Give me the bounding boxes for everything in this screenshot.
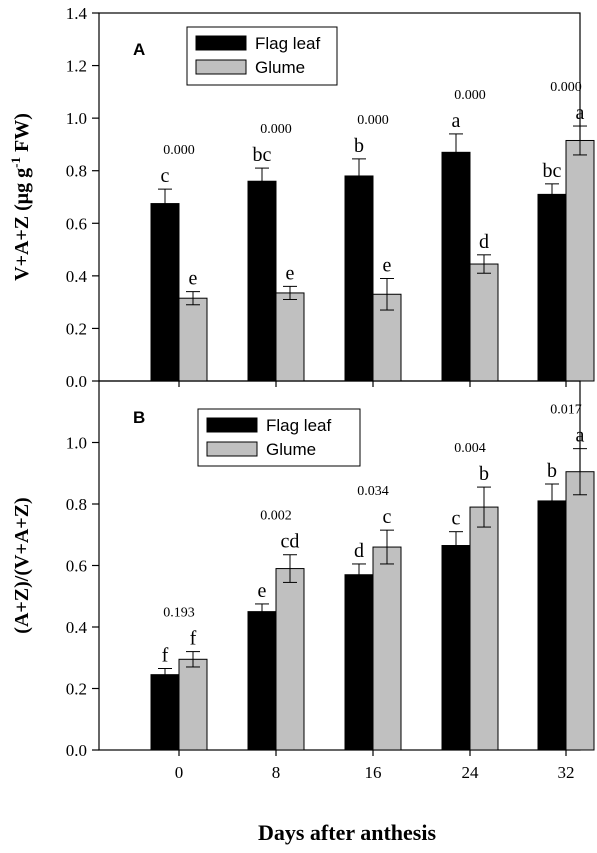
- panel-b: 0.0 0.2 0.4 0.6 0.8 1.0 0 8 16 24 32 B (A+Z)/(V+A+Z)…: [11, 380, 595, 782]
- significance-letter: bc: [253, 144, 272, 166]
- y-tick-label: 1.0: [66, 434, 87, 453]
- p-value-label: 0.034: [357, 484, 389, 499]
- significance-letter: d: [479, 231, 489, 253]
- significance-letter: b: [479, 463, 489, 485]
- y-tick-label: 0.8: [66, 162, 87, 181]
- y-tick-label: 0.4: [66, 267, 88, 286]
- y-tick-label: 1.4: [66, 4, 88, 23]
- legend-swatch: [195, 59, 247, 75]
- significance-letter: a: [576, 425, 585, 447]
- x-tick-label: 32: [558, 763, 575, 782]
- significance-letter: a: [576, 102, 585, 124]
- y-axis-title-tail: FW): [11, 113, 33, 157]
- bar-flag-leaf: [344, 574, 374, 751]
- bar-flag-leaf: [537, 500, 567, 751]
- y-axis-title-main: V+A+Z (μg g: [11, 168, 33, 281]
- y-tick-label: 1.0: [66, 109, 87, 128]
- y-tick-label: 0.6: [66, 214, 87, 233]
- legend-label: Glume: [266, 440, 316, 459]
- bar-flag-leaf: [247, 611, 277, 751]
- significance-letter: e: [258, 580, 267, 602]
- p-value-label: 0.017: [550, 403, 582, 418]
- y-tick-label: 0.2: [66, 680, 87, 699]
- y-tick-label: 0.0: [66, 741, 87, 760]
- x-tick-label: 0: [175, 763, 184, 782]
- bar-glume: [178, 658, 208, 751]
- y-tick-label: 0.6: [66, 557, 87, 576]
- p-value-label: 0.000: [260, 122, 292, 137]
- significance-letter: bc: [543, 160, 562, 182]
- bar-glume: [469, 263, 499, 382]
- x-axis-title: Days after anthesis: [258, 820, 436, 845]
- x-tick-label: 16: [365, 763, 382, 782]
- p-value-label: 0.000: [550, 80, 582, 95]
- p-value-label: 0.000: [163, 143, 195, 158]
- p-value-label: 0.193: [163, 606, 195, 621]
- p-value-label: 0.000: [357, 113, 389, 128]
- panel-label: B: [133, 408, 145, 427]
- y-axis-title-superscript: -1: [8, 157, 23, 168]
- legend-label: Glume: [255, 58, 305, 77]
- bar-glume: [565, 139, 595, 382]
- x-tick-label: 8: [272, 763, 281, 782]
- bar-glume: [275, 568, 305, 751]
- significance-letter: b: [547, 460, 557, 482]
- p-value-label: 0.004: [454, 441, 486, 456]
- bar-flag-leaf: [537, 193, 567, 382]
- bar-glume: [565, 471, 595, 751]
- y-tick-label: 1.2: [66, 57, 87, 76]
- bar-glume: [275, 292, 305, 382]
- significance-letter: e: [286, 262, 295, 284]
- bar-glume: [372, 546, 402, 751]
- y-tick-label: 0.0: [66, 372, 87, 391]
- bar-glume: [469, 506, 499, 751]
- legend-swatch: [195, 35, 247, 51]
- legend-label: Flag leaf: [266, 416, 331, 435]
- legend-label: Flag leaf: [255, 34, 320, 53]
- legend-swatch: [206, 441, 258, 457]
- y-axis-title-main: (A+Z)/(V+A+Z): [11, 497, 33, 633]
- panel-a: 0.0 0.2 0.4 0.6 0.8 1.0 1.2 1.4 A V+A+Z (μg g-1 F…: [8, 4, 595, 391]
- panel-label: A: [133, 40, 145, 59]
- significance-letter: f: [190, 628, 197, 650]
- bar-glume: [178, 297, 208, 382]
- significance-letter: f: [162, 645, 169, 667]
- significance-letter: e: [383, 254, 392, 276]
- bar-flag-leaf: [441, 151, 471, 382]
- significance-letter: e: [189, 268, 198, 290]
- bar-flag-leaf: [344, 175, 374, 382]
- significance-letter: cd: [281, 531, 300, 553]
- bar-flag-leaf: [150, 203, 180, 382]
- bar-flag-leaf: [441, 545, 471, 751]
- bar-flag-leaf: [150, 674, 180, 751]
- y-tick-label: 0.2: [66, 319, 87, 338]
- significance-letter: c: [161, 165, 170, 187]
- y-axis-title: V+A+Z (μg g-1 FW): [8, 113, 33, 281]
- significance-letter: b: [354, 135, 364, 157]
- bar-flag-leaf: [247, 180, 277, 382]
- y-axis-title: (A+Z)/(V+A+Z): [11, 497, 33, 633]
- legend-swatch: [206, 417, 258, 433]
- p-value-label: 0.002: [260, 509, 292, 524]
- significance-letter: a: [452, 110, 461, 132]
- y-tick-label: 0.8: [66, 495, 87, 514]
- significance-letter: c: [383, 506, 392, 528]
- x-tick-label: 24: [462, 763, 480, 782]
- significance-letter: d: [354, 540, 364, 562]
- significance-letter: c: [452, 508, 461, 530]
- p-value-label: 0.000: [454, 88, 486, 103]
- y-tick-label: 0.4: [66, 618, 88, 637]
